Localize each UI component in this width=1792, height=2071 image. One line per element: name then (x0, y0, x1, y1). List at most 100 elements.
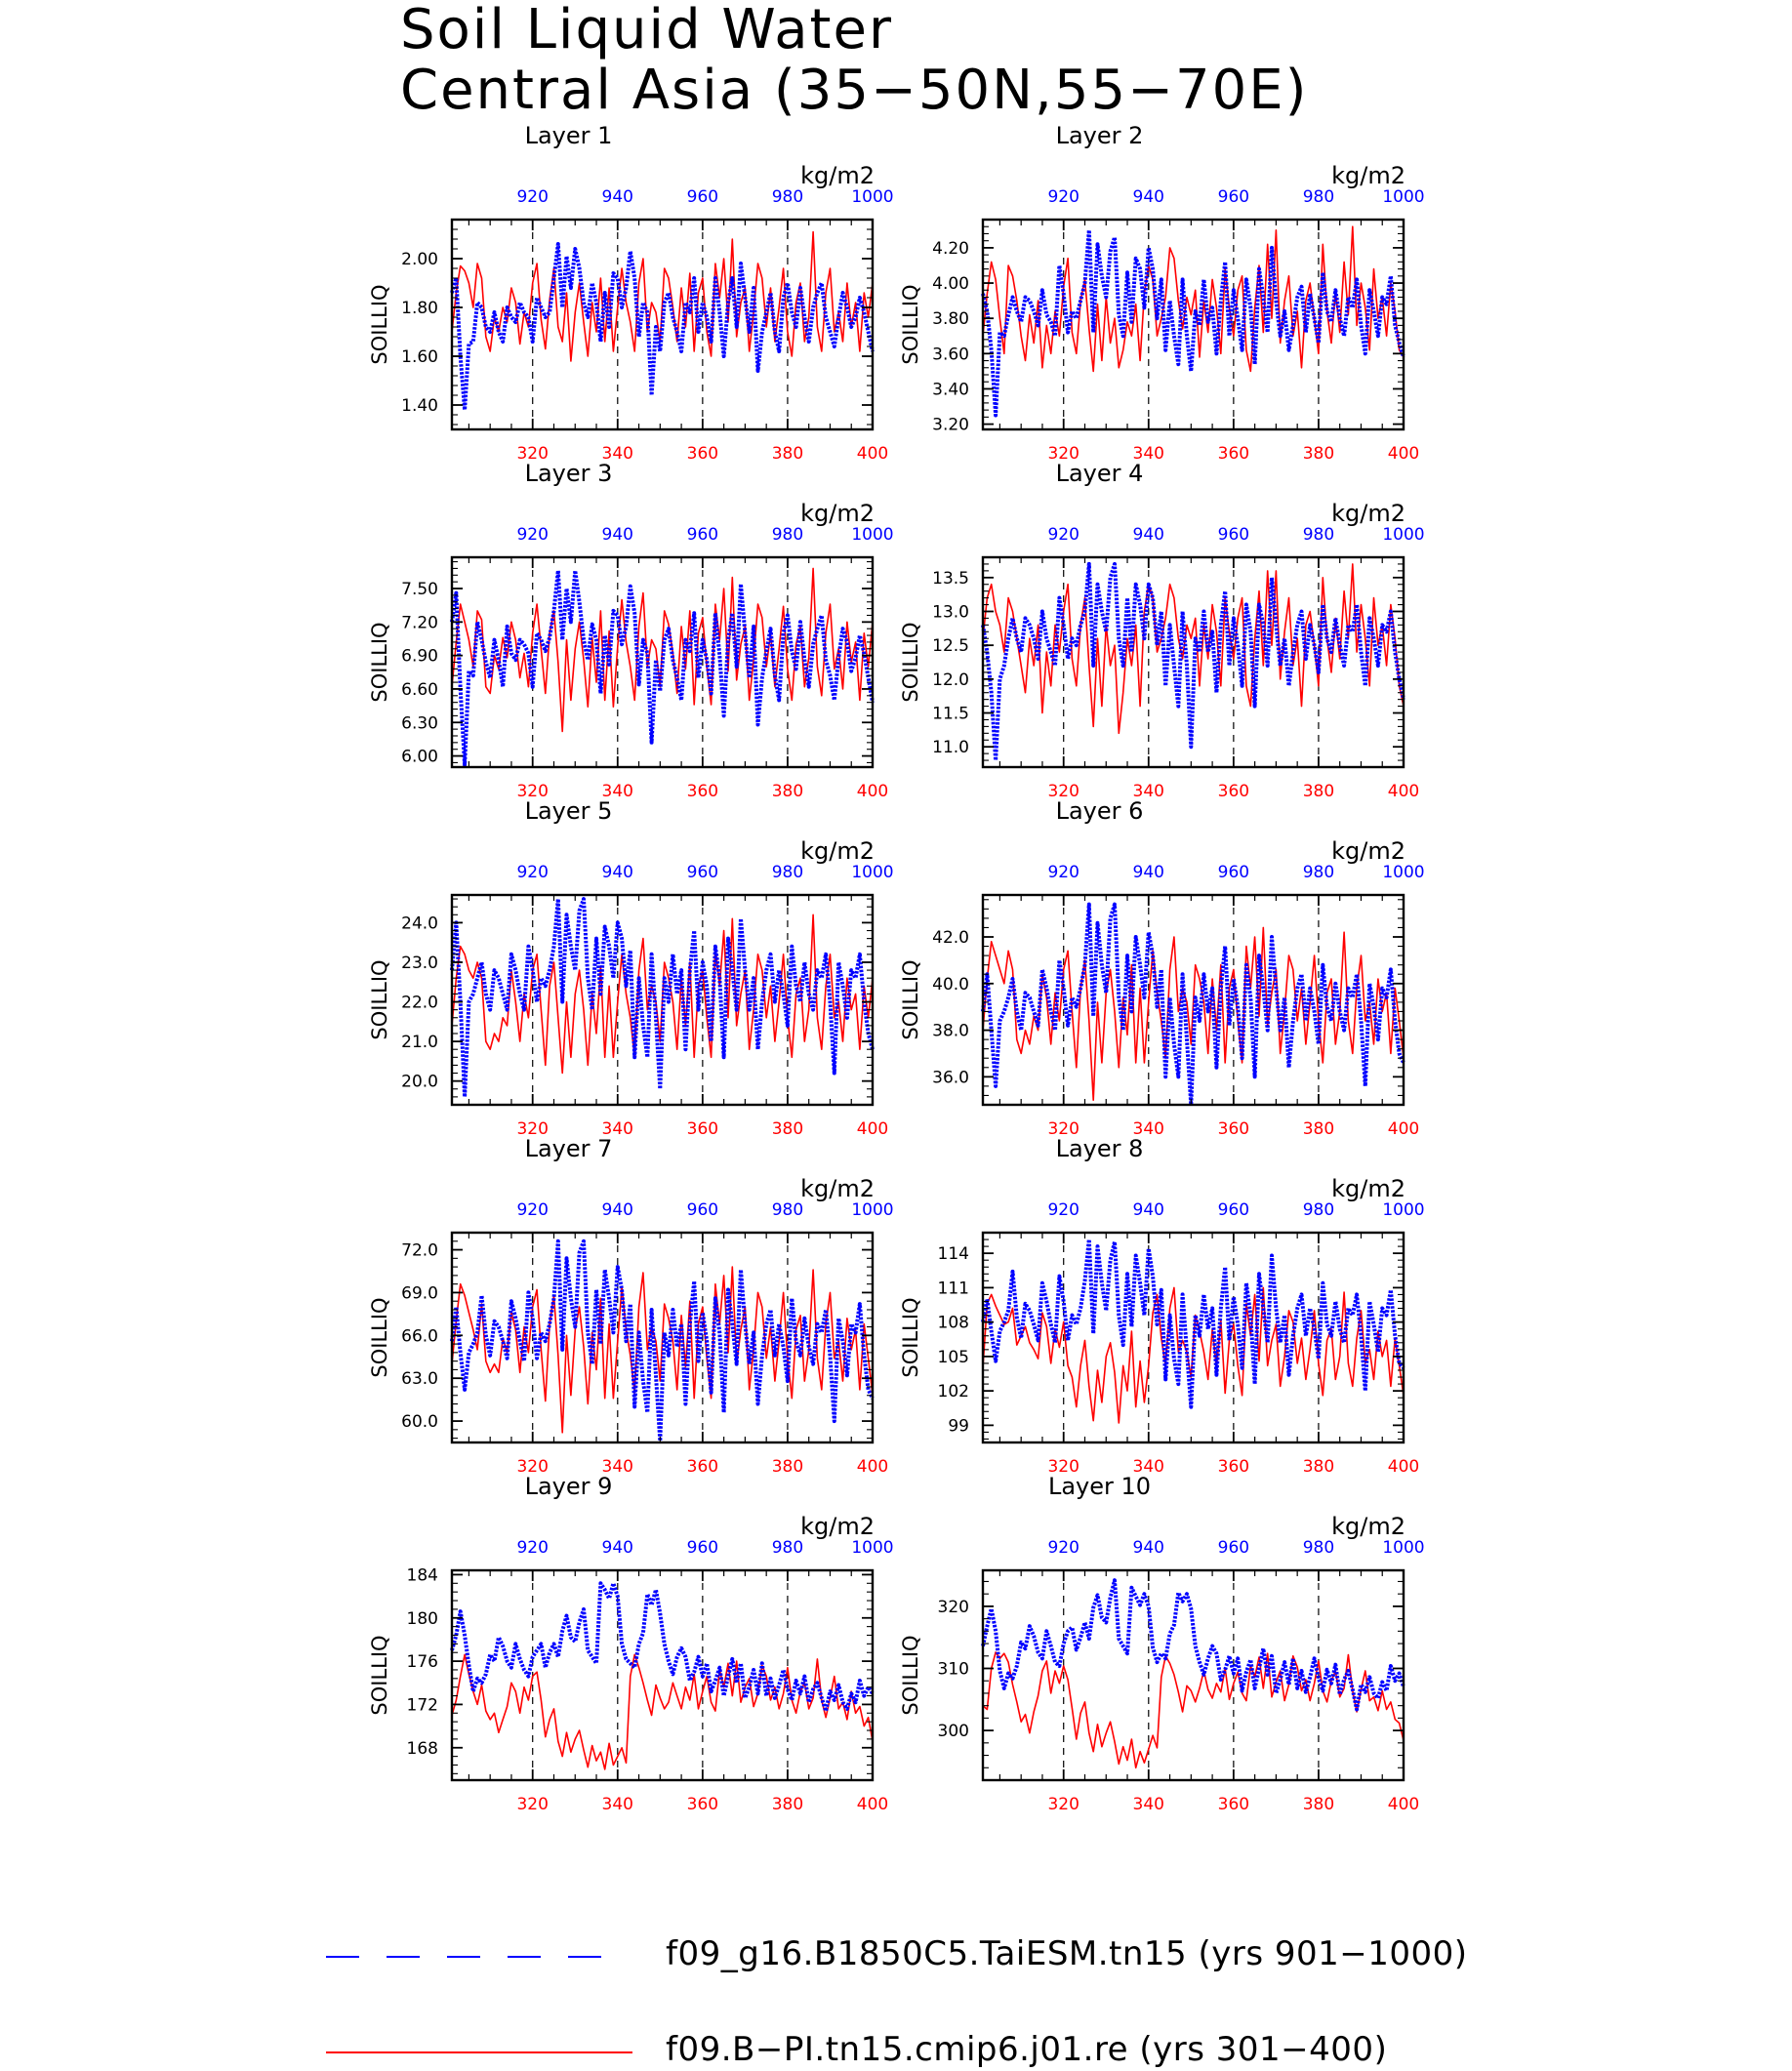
plot-frame (450, 1231, 875, 1444)
y-tick-label: 300 (938, 1722, 969, 1741)
x-tick-label-top: 980 (1303, 863, 1334, 882)
y-tick-label: 2.00 (401, 250, 438, 269)
x-tick-label-top: 940 (602, 525, 633, 545)
x-tick-label-top: 960 (1218, 1200, 1249, 1220)
x-tick-label-bottom: 360 (1218, 1457, 1249, 1477)
y-tick-label: 11.5 (932, 705, 969, 724)
y-tick-label: 180 (407, 1609, 438, 1629)
x-tick-label-top: 1000 (851, 1200, 893, 1220)
y-tick-label: 114 (938, 1244, 969, 1264)
y-tick-label: 3.20 (932, 416, 969, 435)
y-tick-label: 3.40 (932, 380, 969, 399)
x-tick-label-top: 940 (602, 863, 633, 882)
x-tick-label-top: 960 (1218, 1538, 1249, 1558)
x-tick-label-bottom: 340 (1133, 1795, 1164, 1814)
x-tick-label-top: 1000 (1382, 1538, 1424, 1558)
panel-title: Layer 2 (1056, 122, 1144, 149)
y-tick-label: 184 (407, 1565, 438, 1585)
plot-frame (981, 555, 1405, 769)
x-tick-label-bottom: 360 (1218, 1795, 1249, 1814)
x-tick-label-top: 960 (687, 1538, 718, 1558)
y-axis-label: SOILLIQ (368, 959, 391, 1039)
legend-label-blue: f09_g16.B1850C5.TaiESM.tn15 (yrs 901−100… (666, 1934, 1468, 1973)
y-tick-label: 1.80 (401, 299, 438, 318)
legend-label-red: f09.B−PI.tn15.cmip6.j01.re (yrs 301−400) (666, 2030, 1388, 2069)
x-tick-label-top: 920 (1047, 863, 1079, 882)
series-line-red (982, 1286, 1405, 1424)
units-label: kg/m2 (800, 162, 875, 189)
chart-layer-4: Layer 4 kg/m2 SOILLIQ 320 340 360 380 400 920 940… (899, 460, 1425, 801)
y-tick-label: 23.0 (401, 954, 438, 973)
x-tick-label-bottom: 360 (687, 444, 718, 464)
y-tick-label: 69.0 (401, 1283, 438, 1303)
x-tick-label-top: 960 (1218, 187, 1249, 207)
series-line-blue (981, 902, 1405, 1107)
y-tick-label: 42.0 (932, 928, 969, 948)
x-tick-label-bottom: 400 (1388, 1795, 1419, 1814)
x-tick-label-bottom: 400 (857, 1119, 888, 1139)
x-tick-label-top: 940 (1133, 1538, 1164, 1558)
y-axis-label: SOILLIQ (368, 1635, 391, 1715)
x-tick-label-top: 920 (1047, 187, 1079, 207)
panel-title: Layer 10 (1048, 1473, 1151, 1500)
x-tick-label-bottom: 400 (1388, 444, 1419, 464)
y-axis-label: SOILLIQ (899, 1635, 922, 1715)
x-tick-label-bottom: 320 (516, 782, 548, 801)
x-tick-label-top: 920 (516, 1200, 548, 1220)
y-tick-label: 6.60 (401, 680, 438, 700)
x-tick-label-bottom: 320 (516, 444, 548, 464)
y-tick-label: 7.20 (401, 613, 438, 632)
units-label: kg/m2 (1331, 837, 1405, 865)
plot-frame (450, 893, 875, 1107)
chart-layer-6: Layer 6 kg/m2 SOILLIQ 320 340 360 380 400 920 940… (899, 797, 1425, 1139)
x-tick-label-top: 940 (602, 1200, 633, 1220)
x-tick-label-bottom: 340 (602, 1795, 633, 1814)
y-tick-label: 22.0 (401, 994, 438, 1013)
x-tick-label-top: 940 (1133, 187, 1164, 207)
chart-layer-7: Layer 7 kg/m2 SOILLIQ 320 340 360 380 400 920 940… (368, 1135, 894, 1477)
x-tick-label-bottom: 360 (687, 782, 718, 801)
panel-title: Layer 4 (1056, 460, 1144, 487)
x-tick-label-bottom: 380 (772, 1795, 803, 1814)
title-line-2: Central Asia (35−50N,55−70E) (400, 59, 1309, 122)
y-tick-label: 66.0 (401, 1326, 438, 1346)
title-line-1: Soil Liquid Water (400, 0, 893, 61)
chart-layer-8: Layer 8 kg/m2 SOILLIQ 320 340 360 380 400 920 940… (899, 1135, 1425, 1477)
x-tick-label-top: 960 (1218, 525, 1249, 545)
y-tick-label: 4.00 (932, 274, 969, 294)
x-tick-label-bottom: 400 (857, 782, 888, 801)
series-line-blue (981, 227, 1405, 418)
y-tick-label: 7.50 (401, 580, 438, 599)
x-tick-label-top: 980 (772, 863, 803, 882)
x-tick-label-top: 1000 (851, 187, 893, 207)
x-tick-label-top: 980 (1303, 1200, 1334, 1220)
x-tick-label-top: 1000 (851, 1538, 893, 1558)
y-tick-label: 6.90 (401, 647, 438, 667)
series-line-red (982, 1651, 1405, 1769)
x-tick-label-top: 1000 (851, 863, 893, 882)
x-tick-label-bottom: 340 (1133, 1119, 1164, 1139)
x-tick-label-top: 960 (1218, 863, 1249, 882)
units-label: kg/m2 (800, 837, 875, 865)
x-tick-label-bottom: 360 (1218, 444, 1249, 464)
y-tick-label: 36.0 (932, 1068, 969, 1087)
x-tick-label-bottom: 340 (602, 782, 633, 801)
x-tick-label-bottom: 380 (772, 1457, 803, 1477)
x-tick-label-top: 940 (1133, 863, 1164, 882)
x-tick-label-top: 980 (772, 1200, 803, 1220)
series-line-blue (450, 897, 875, 1099)
x-tick-label-bottom: 360 (687, 1457, 718, 1477)
y-tick-label: 13.0 (932, 602, 969, 622)
x-tick-label-top: 1000 (1382, 525, 1424, 545)
x-tick-label-bottom: 340 (602, 1119, 633, 1139)
x-tick-label-top: 920 (516, 187, 548, 207)
x-tick-label-bottom: 340 (602, 444, 633, 464)
y-tick-label: 111 (938, 1279, 969, 1298)
y-tick-label: 40.0 (932, 975, 969, 995)
units-label: kg/m2 (1331, 1513, 1405, 1540)
plot-frame (981, 1231, 1405, 1444)
x-tick-label-bottom: 320 (516, 1795, 548, 1814)
plot-frame (450, 1568, 875, 1782)
chart-layer-1: Layer 1 kg/m2 SOILLIQ 320 340 360 380 400 920 940… (368, 122, 894, 464)
